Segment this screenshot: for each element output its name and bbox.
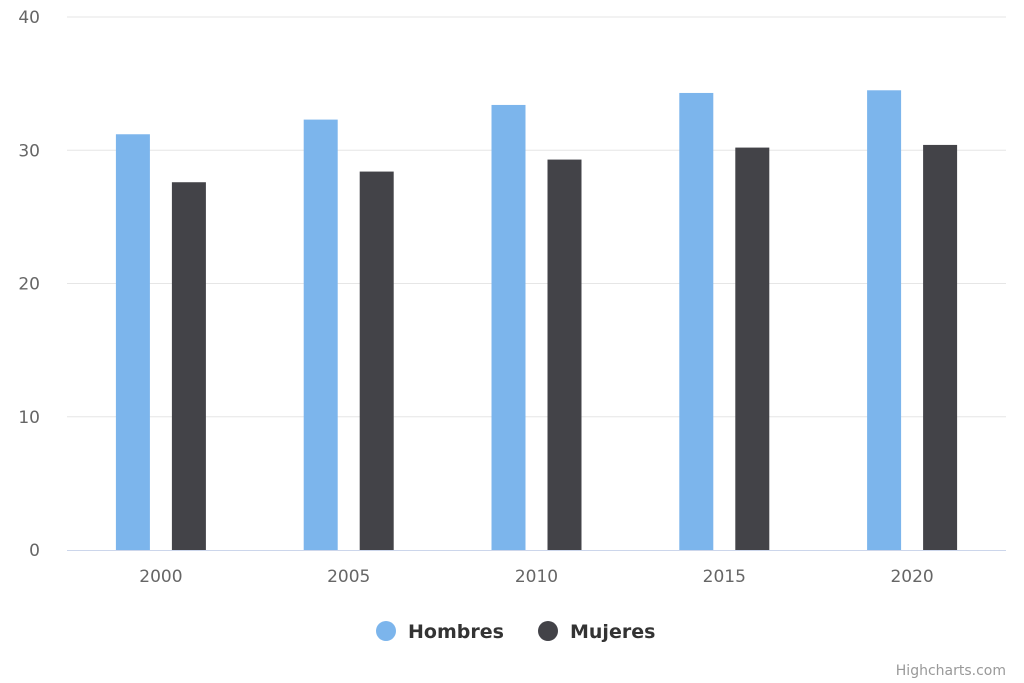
bar-hombres-2010[interactable] — [491, 104, 526, 550]
bar-hombres-2000[interactable] — [115, 134, 150, 550]
x-tick-label: 2010 — [515, 567, 558, 587]
legend-label-mujeres: Mujeres — [570, 621, 655, 643]
x-tick-label: 2020 — [890, 567, 933, 587]
y-tick-label: 10 — [18, 408, 40, 428]
legend: Hombres Mujeres — [376, 621, 655, 643]
bar-hombres-2015[interactable] — [679, 92, 714, 550]
legend-item-hombres[interactable]: Hombres — [376, 621, 504, 643]
y-axis-tick-labels: 0 10 20 30 40 — [18, 8, 40, 561]
bar-hombres-2020[interactable] — [867, 90, 902, 550]
y-tick-label: 20 — [18, 275, 40, 295]
bar-hombres-2005[interactable] — [303, 119, 338, 550]
y-tick-label: 30 — [18, 141, 40, 161]
gridlines — [67, 16, 1006, 418]
legend-label-hombres: Hombres — [408, 621, 504, 643]
legend-swatch-mujeres — [538, 621, 558, 641]
bar-mujeres-2015[interactable] — [735, 147, 770, 550]
bar-mujeres-2010[interactable] — [547, 159, 582, 550]
y-tick-label: 40 — [18, 8, 40, 28]
legend-item-mujeres[interactable]: Mujeres — [538, 621, 655, 643]
bar-mujeres-2005[interactable] — [359, 171, 394, 550]
x-tick-label: 2005 — [327, 567, 370, 587]
bar-mujeres-2000[interactable] — [171, 182, 206, 551]
legend-swatch-hombres — [376, 621, 396, 641]
bar-mujeres-2020[interactable] — [923, 144, 958, 551]
bars — [115, 90, 958, 551]
y-tick-label: 0 — [29, 541, 40, 561]
x-axis-tick-labels: 2000 2005 2010 2015 2020 — [139, 567, 933, 587]
x-tick-label: 2000 — [139, 567, 182, 587]
x-tick-label: 2015 — [703, 567, 746, 587]
credits-link[interactable]: Highcharts.com — [896, 663, 1006, 679]
